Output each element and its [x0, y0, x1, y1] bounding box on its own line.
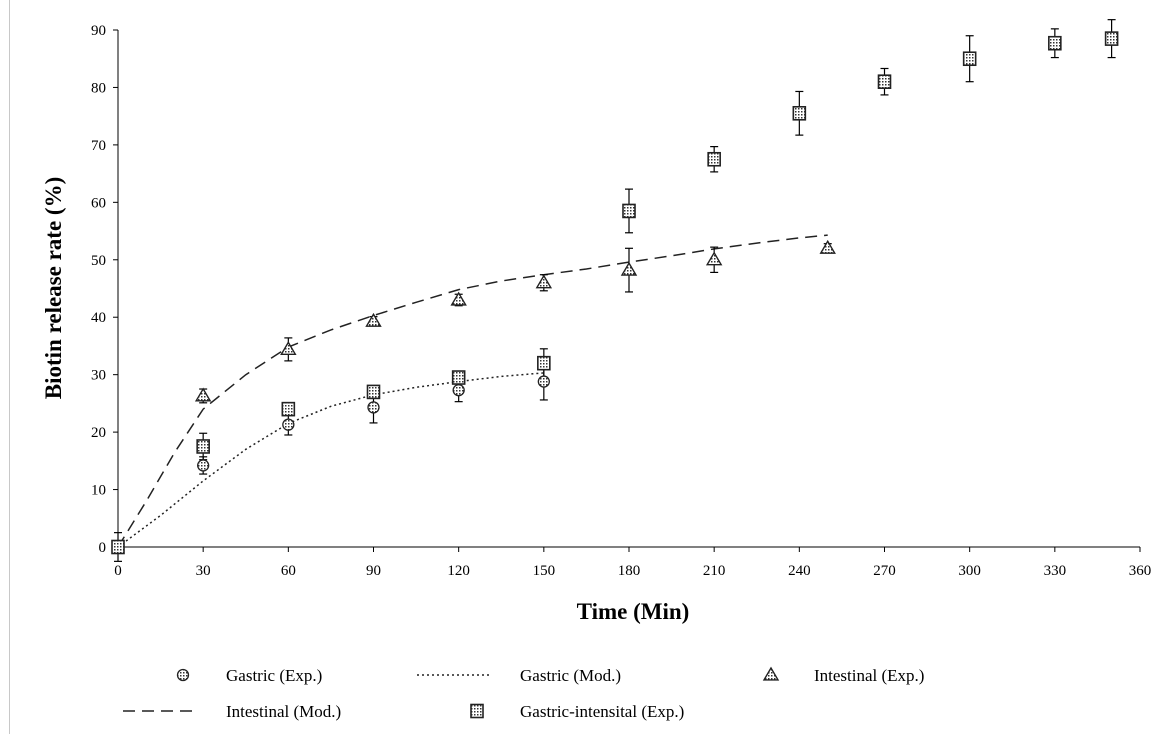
- data-point-square: [281, 401, 296, 417]
- data-point-square: [792, 105, 807, 121]
- data-point-square: [1104, 31, 1119, 46]
- data-point-square: [111, 539, 125, 555]
- series-line-3: [117, 234, 828, 548]
- data-point-square: [622, 203, 636, 219]
- legend-marker-circle: [176, 668, 190, 682]
- y-tick-label: 60: [91, 195, 106, 211]
- y-tick-label: 30: [91, 368, 106, 384]
- data-point-circle: [367, 401, 380, 414]
- data-point-triangle: [280, 341, 297, 355]
- data-point-circle: [452, 384, 465, 397]
- x-tick-label: 0: [114, 563, 122, 579]
- x-tick-label: 90: [366, 563, 381, 579]
- legend-label: Gastric (Exp.): [226, 666, 322, 685]
- y-tick-label: 90: [91, 23, 106, 39]
- data-point-triangle: [365, 312, 382, 327]
- x-tick-label: 210: [703, 563, 726, 579]
- x-tick-label: 120: [447, 563, 470, 579]
- data-point-triangle: [450, 291, 467, 306]
- data-point-square: [366, 384, 381, 400]
- data-point-triangle: [620, 261, 638, 276]
- legend-label: Gastric-intensital (Exp.): [520, 702, 684, 721]
- y-tick-label: 80: [91, 80, 106, 96]
- series-line-1: [117, 372, 544, 548]
- data-point-circle: [197, 459, 210, 472]
- data-point-square: [196, 439, 210, 454]
- data-point-triangle: [535, 274, 553, 289]
- data-markers: [111, 31, 1119, 555]
- x-tick-label: 60: [281, 563, 296, 579]
- axes: 0 10 20 30 40 50 60 70 80 90 0 30 60 90 120 150 180 210 24…: [91, 23, 1151, 579]
- data-point-square: [707, 151, 721, 167]
- y-axis-title: Biotin release rate (%): [41, 177, 66, 399]
- data-point-circle: [537, 375, 550, 388]
- x-axis-title: Time (Min): [577, 599, 690, 624]
- data-point-circle: [282, 418, 295, 431]
- model-lines: [117, 234, 828, 548]
- legend-label: Intestinal (Mod.): [226, 702, 341, 721]
- legend-label: Gastric (Mod.): [520, 666, 621, 685]
- y-tick-label: 10: [91, 483, 106, 499]
- legend: Gastric (Exp.) Gastric (Mod.) Intestinal (…: [123, 666, 924, 721]
- x-tick-label: 330: [1044, 563, 1067, 579]
- data-point-square: [451, 370, 466, 385]
- y-tick-label: 40: [91, 310, 106, 326]
- y-tick-label: 50: [91, 253, 106, 269]
- x-tick-label: 150: [533, 563, 556, 579]
- x-tick-label: 240: [788, 563, 811, 579]
- x-tick-label: 30: [196, 563, 211, 579]
- y-tick-label: 20: [91, 425, 106, 441]
- left-border-line: [9, 0, 10, 734]
- data-point-triangle: [705, 251, 723, 266]
- x-tick-label: 360: [1129, 563, 1152, 579]
- legend-marker-triangle: [762, 666, 780, 681]
- y-tick-label: 0: [99, 540, 107, 556]
- data-point-triangle: [194, 387, 212, 402]
- data-point-square: [1048, 35, 1062, 51]
- data-point-square: [537, 355, 551, 371]
- x-tick-label: 270: [873, 563, 896, 579]
- data-point-square: [962, 51, 977, 67]
- legend-marker-square: [470, 703, 484, 719]
- error-bars: [114, 19, 1116, 562]
- legend-label: Intestinal (Exp.): [814, 666, 924, 685]
- data-point-square: [877, 74, 892, 89]
- data-point-triangle: [819, 239, 836, 254]
- x-tick-label: 300: [958, 563, 981, 579]
- y-tick-label: 70: [91, 138, 106, 154]
- x-tick-label: 180: [618, 563, 641, 579]
